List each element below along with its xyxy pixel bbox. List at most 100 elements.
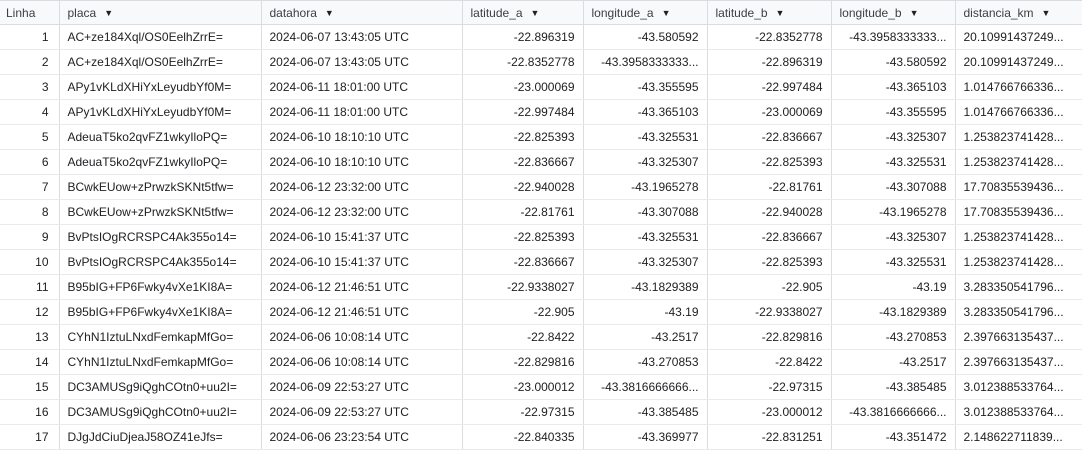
latitude-b-cell[interactable]: -22.97315 bbox=[707, 374, 832, 400]
placa-cell[interactable]: BCwkEUow+zPrwzkSKNt5tfw= bbox=[59, 174, 262, 200]
table-row[interactable]: 12 B95bIG+FP6Fwky4vXe1KI8A= 2024-06-12 21:… bbox=[0, 299, 1082, 325]
latitude-b-cell[interactable]: -22.905 bbox=[707, 274, 832, 300]
longitude-a-cell[interactable]: -43.385485 bbox=[583, 399, 708, 425]
latitude-b-cell[interactable]: -22.829816 bbox=[707, 324, 832, 350]
longitude-b-cell[interactable]: -43.19 bbox=[831, 274, 956, 300]
latitude-a-cell[interactable]: -23.000069 bbox=[462, 74, 584, 100]
row-number-cell[interactable]: 2 bbox=[0, 49, 60, 75]
distancia-km-cell[interactable]: 1.253823741428... bbox=[955, 149, 1082, 175]
column-header-latitude-a[interactable]: latitude_a ▼ bbox=[462, 0, 584, 25]
longitude-a-cell[interactable]: -43.2517 bbox=[583, 324, 708, 350]
table-row[interactable]: 1 AC+ze184Xql/OS0EelhZrrE= 2024-06-07 13:4… bbox=[0, 24, 1082, 50]
datahora-cell[interactable]: 2024-06-10 18:10:10 UTC bbox=[261, 149, 463, 175]
placa-cell[interactable]: BCwkEUow+zPrwzkSKNt5tfw= bbox=[59, 199, 262, 225]
datahora-cell[interactable]: 2024-06-07 13:43:05 UTC bbox=[261, 49, 463, 75]
placa-cell[interactable]: APy1vKLdXHiYxLeyudbYf0M= bbox=[59, 74, 262, 100]
longitude-b-cell[interactable]: -43.2517 bbox=[831, 349, 956, 375]
latitude-b-cell[interactable]: -22.831251 bbox=[707, 424, 832, 450]
longitude-b-cell[interactable]: -43.325531 bbox=[831, 249, 956, 275]
longitude-b-cell[interactable]: -43.325307 bbox=[831, 224, 956, 250]
longitude-b-cell[interactable]: -43.365103 bbox=[831, 74, 956, 100]
table-row[interactable]: 4 APy1vKLdXHiYxLeyudbYf0M= 2024-06-11 18:0… bbox=[0, 99, 1082, 125]
longitude-b-cell[interactable]: -43.351472 bbox=[831, 424, 956, 450]
table-row[interactable]: 6 AdeuaT5ko2qvFZ1wkyIloPQ= 2024-06-10 18:1… bbox=[0, 149, 1082, 175]
latitude-b-cell[interactable]: -22.825393 bbox=[707, 149, 832, 175]
row-number-cell[interactable]: 16 bbox=[0, 399, 60, 425]
longitude-a-cell[interactable]: -43.325531 bbox=[583, 224, 708, 250]
latitude-a-cell[interactable]: -22.81761 bbox=[462, 199, 584, 225]
longitude-a-cell[interactable]: -43.325531 bbox=[583, 124, 708, 150]
table-row[interactable]: 16 DC3AMUSg9iQghCOtn0+uu2I= 2024-06-09 22:… bbox=[0, 399, 1082, 425]
datahora-cell[interactable]: 2024-06-09 22:53:27 UTC bbox=[261, 399, 463, 425]
latitude-a-cell[interactable]: -22.825393 bbox=[462, 224, 584, 250]
latitude-a-cell[interactable]: -22.836667 bbox=[462, 149, 584, 175]
distancia-km-cell[interactable]: 17.70835539436... bbox=[955, 199, 1082, 225]
longitude-a-cell[interactable]: -43.369977 bbox=[583, 424, 708, 450]
latitude-a-cell[interactable]: -22.896319 bbox=[462, 24, 584, 50]
longitude-b-cell[interactable]: -43.307088 bbox=[831, 174, 956, 200]
table-row[interactable]: 14 CYhN1IztuLNxdFemkapMfGo= 2024-06-06 10:… bbox=[0, 349, 1082, 375]
longitude-a-cell[interactable]: -43.325307 bbox=[583, 149, 708, 175]
latitude-a-cell[interactable]: -22.997484 bbox=[462, 99, 584, 125]
distancia-km-cell[interactable]: 3.283350541796... bbox=[955, 274, 1082, 300]
distancia-km-cell[interactable]: 3.283350541796... bbox=[955, 299, 1082, 325]
latitude-b-cell[interactable]: -23.000069 bbox=[707, 99, 832, 125]
latitude-b-cell[interactable]: -22.836667 bbox=[707, 124, 832, 150]
placa-cell[interactable]: B95bIG+FP6Fwky4vXe1KI8A= bbox=[59, 299, 262, 325]
column-header-latitude-b[interactable]: latitude_b ▼ bbox=[707, 0, 832, 25]
longitude-b-cell[interactable]: -43.385485 bbox=[831, 374, 956, 400]
row-number-cell[interactable]: 3 bbox=[0, 74, 60, 100]
distancia-km-cell[interactable]: 1.014766766336... bbox=[955, 99, 1082, 125]
column-header-datahora[interactable]: datahora ▼ bbox=[261, 0, 463, 25]
sort-menu-caret-icon[interactable]: ▼ bbox=[104, 7, 114, 18]
latitude-b-cell[interactable]: -22.940028 bbox=[707, 199, 832, 225]
latitude-b-cell[interactable]: -22.896319 bbox=[707, 49, 832, 75]
table-row[interactable]: 8 BCwkEUow+zPrwzkSKNt5tfw= 2024-06-12 23:3… bbox=[0, 199, 1082, 225]
longitude-b-cell[interactable]: -43.270853 bbox=[831, 324, 956, 350]
datahora-cell[interactable]: 2024-06-11 18:01:00 UTC bbox=[261, 74, 463, 100]
distancia-km-cell[interactable]: 1.253823741428... bbox=[955, 224, 1082, 250]
row-number-cell[interactable]: 6 bbox=[0, 149, 60, 175]
longitude-a-cell[interactable]: -43.270853 bbox=[583, 349, 708, 375]
sort-menu-caret-icon[interactable]: ▼ bbox=[530, 7, 540, 18]
row-number-cell[interactable]: 12 bbox=[0, 299, 60, 325]
placa-cell[interactable]: AC+ze184Xql/OS0EelhZrrE= bbox=[59, 24, 262, 50]
placa-cell[interactable]: DJgJdCiuDjeaJ58OZ41eJfs= bbox=[59, 424, 262, 450]
longitude-a-cell[interactable]: -43.580592 bbox=[583, 24, 708, 50]
distancia-km-cell[interactable]: 1.014766766336... bbox=[955, 74, 1082, 100]
distancia-km-cell[interactable]: 20.10991437249... bbox=[955, 24, 1082, 50]
row-number-cell[interactable]: 4 bbox=[0, 99, 60, 125]
latitude-b-cell[interactable]: -22.825393 bbox=[707, 249, 832, 275]
datahora-cell[interactable]: 2024-06-10 15:41:37 UTC bbox=[261, 224, 463, 250]
row-number-cell[interactable]: 17 bbox=[0, 424, 60, 450]
datahora-cell[interactable]: 2024-06-06 10:08:14 UTC bbox=[261, 349, 463, 375]
longitude-b-cell[interactable]: -43.325531 bbox=[831, 149, 956, 175]
placa-cell[interactable]: B95bIG+FP6Fwky4vXe1KI8A= bbox=[59, 274, 262, 300]
longitude-a-cell[interactable]: -43.325307 bbox=[583, 249, 708, 275]
longitude-a-cell[interactable]: -43.355595 bbox=[583, 74, 708, 100]
row-number-cell[interactable]: 5 bbox=[0, 124, 60, 150]
latitude-a-cell[interactable]: -22.9338027 bbox=[462, 274, 584, 300]
table-row[interactable]: 3 APy1vKLdXHiYxLeyudbYf0M= 2024-06-11 18:0… bbox=[0, 74, 1082, 100]
latitude-b-cell[interactable]: -23.000012 bbox=[707, 399, 832, 425]
latitude-b-cell[interactable]: -22.8352778 bbox=[707, 24, 832, 50]
placa-cell[interactable]: AdeuaT5ko2qvFZ1wkyIloPQ= bbox=[59, 124, 262, 150]
distancia-km-cell[interactable]: 2.397663135437... bbox=[955, 324, 1082, 350]
longitude-a-cell[interactable]: -43.19 bbox=[583, 299, 708, 325]
latitude-a-cell[interactable]: -22.8422 bbox=[462, 324, 584, 350]
placa-cell[interactable]: DC3AMUSg9iQghCOtn0+uu2I= bbox=[59, 399, 262, 425]
row-number-cell[interactable]: 7 bbox=[0, 174, 60, 200]
placa-cell[interactable]: AdeuaT5ko2qvFZ1wkyIloPQ= bbox=[59, 149, 262, 175]
table-row[interactable]: 2 AC+ze184Xql/OS0EelhZrrE= 2024-06-07 13:4… bbox=[0, 49, 1082, 75]
datahora-cell[interactable]: 2024-06-09 22:53:27 UTC bbox=[261, 374, 463, 400]
table-row[interactable]: 11 B95bIG+FP6Fwky4vXe1KI8A= 2024-06-12 21:… bbox=[0, 274, 1082, 300]
row-number-cell[interactable]: 9 bbox=[0, 224, 60, 250]
datahora-cell[interactable]: 2024-06-12 23:32:00 UTC bbox=[261, 199, 463, 225]
placa-cell[interactable]: CYhN1IztuLNxdFemkapMfGo= bbox=[59, 324, 262, 350]
latitude-b-cell[interactable]: -22.8422 bbox=[707, 349, 832, 375]
latitude-a-cell[interactable]: -23.000012 bbox=[462, 374, 584, 400]
distancia-km-cell[interactable]: 2.148622711839... bbox=[955, 424, 1082, 450]
latitude-b-cell[interactable]: -22.9338027 bbox=[707, 299, 832, 325]
longitude-b-cell[interactable]: -43.580592 bbox=[831, 49, 956, 75]
column-header-longitude-a[interactable]: longitude_a ▼ bbox=[583, 0, 708, 25]
